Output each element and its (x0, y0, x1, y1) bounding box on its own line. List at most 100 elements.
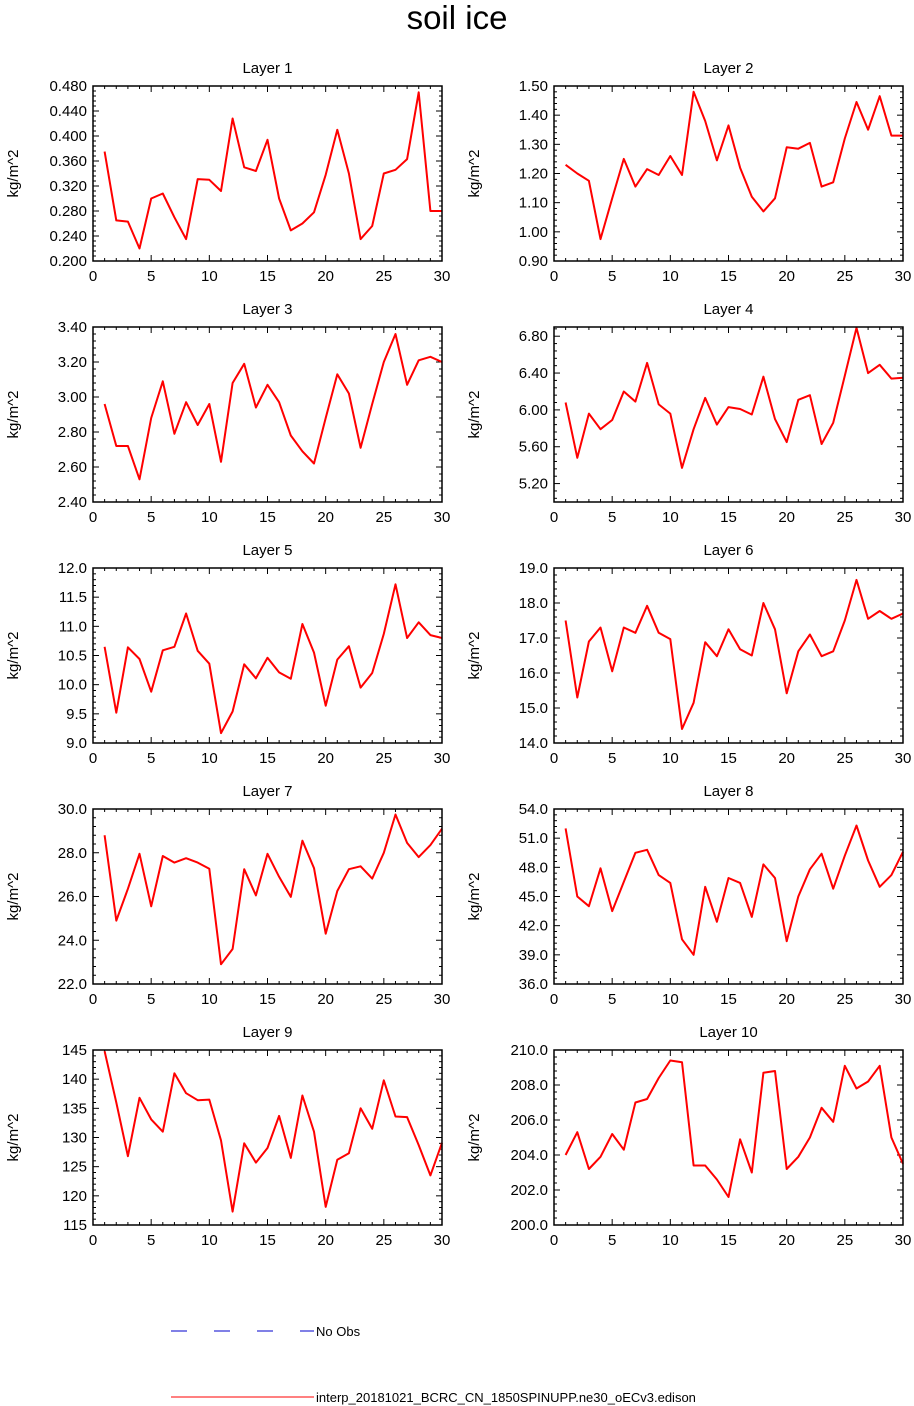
y-tick-label: 3.40 (58, 319, 87, 336)
y-tick-label: 0.320 (49, 178, 87, 195)
x-tick-label: 20 (317, 268, 334, 285)
x-tick-label: 10 (201, 991, 218, 1008)
y-tick-label: 45.0 (519, 889, 548, 906)
y-tick-label: 24.0 (58, 932, 87, 949)
y-tick-label: 202.0 (510, 1182, 548, 1199)
y-tick-label: 1.30 (519, 136, 548, 153)
y-axis-label: kg/m^2 (5, 632, 22, 680)
x-tick-label: 10 (201, 750, 218, 767)
x-tick-label: 0 (550, 991, 558, 1008)
y-tick-label: 36.0 (519, 976, 548, 993)
y-axis-label: kg/m^2 (5, 1114, 22, 1162)
x-tick-label: 20 (778, 509, 795, 526)
x-tick-label: 15 (720, 1232, 737, 1249)
y-tick-label: 0.440 (49, 103, 87, 120)
x-tick-label: 5 (608, 991, 616, 1008)
y-tick-label: 28.0 (58, 845, 87, 862)
x-tick-label: 30 (895, 268, 912, 285)
y-tick-label: 1.50 (519, 78, 548, 95)
x-tick-label: 0 (89, 509, 97, 526)
y-tick-label: 11.5 (59, 589, 87, 606)
y-tick-label: 5.60 (519, 439, 548, 456)
panel-title: Layer 5 (242, 542, 292, 559)
y-tick-label: 145 (62, 1042, 87, 1059)
panel-title: Layer 9 (242, 1024, 292, 1041)
y-tick-label: 19.0 (519, 560, 548, 577)
y-tick-label: 0.360 (49, 153, 87, 170)
chart-panel-2: Layer 2 kg/m^2 0 5 10 15 20 25 30 0.90 1.00 1.10 1.2… (466, 60, 911, 285)
x-tick-label: 5 (608, 750, 616, 767)
series-line (564, 824, 904, 956)
chart-panel-4: Layer 4 kg/m^2 0 5 10 15 20 25 30 5.20 5.60 6.00 6.4… (466, 301, 911, 526)
plot-frame (553, 326, 904, 503)
y-tick-label: 204.0 (510, 1147, 548, 1164)
x-tick-label: 30 (434, 509, 451, 526)
y-tick-label: 0.90 (519, 253, 548, 270)
legend: No Obs interp_20181021_BCRC_CN_1850SPINU… (171, 1324, 696, 1405)
y-tick-label: 11.0 (59, 618, 87, 635)
y-tick-label: 6.40 (519, 365, 548, 382)
plot-frame (553, 808, 904, 985)
x-tick-label: 0 (89, 1232, 97, 1249)
series-line (564, 1059, 904, 1198)
x-tick-label: 30 (895, 750, 912, 767)
x-tick-label: 30 (434, 1232, 451, 1249)
x-tick-label: 5 (147, 750, 155, 767)
y-axis-label: kg/m^2 (5, 391, 22, 439)
x-tick-label: 20 (778, 268, 795, 285)
y-tick-label: 115 (63, 1217, 87, 1234)
series-line (103, 583, 443, 735)
y-tick-label: 3.20 (58, 354, 87, 371)
x-tick-label: 25 (375, 991, 392, 1008)
x-tick-label: 25 (375, 268, 392, 285)
y-tick-label: 16.0 (519, 665, 548, 682)
plot-frame (92, 326, 443, 503)
x-tick-label: 15 (720, 268, 737, 285)
x-tick-label: 5 (608, 1232, 616, 1249)
y-tick-label: 5.20 (519, 476, 548, 493)
y-tick-label: 12.0 (58, 560, 87, 577)
plot-frame (553, 85, 904, 262)
x-tick-label: 0 (550, 268, 558, 285)
plot-frame (553, 567, 904, 744)
y-tick-label: 54.0 (519, 801, 548, 818)
panel-title: Layer 10 (699, 1024, 757, 1041)
panel-title: Layer 7 (242, 783, 292, 800)
plot-frame (92, 808, 443, 985)
y-tick-label: 39.0 (519, 947, 548, 964)
panel-title: Layer 3 (242, 301, 292, 318)
y-tick-label: 1.00 (519, 224, 548, 241)
y-tick-label: 206.0 (510, 1112, 548, 1129)
x-tick-label: 15 (259, 991, 276, 1008)
legend-obs-label: No Obs (316, 1324, 361, 1339)
y-tick-label: 18.0 (519, 595, 548, 612)
y-tick-label: 2.80 (58, 424, 87, 441)
y-tick-label: 2.60 (58, 459, 87, 476)
y-tick-label: 51.0 (519, 830, 548, 847)
x-tick-label: 30 (895, 509, 912, 526)
chart-panel-5: Layer 5 kg/m^2 0 5 10 15 20 25 30 9.0 9.5 10.0 10.5 1… (5, 542, 450, 767)
y-tick-label: 210.0 (510, 1042, 548, 1059)
y-tick-label: 10.5 (58, 648, 87, 665)
x-tick-label: 20 (317, 509, 334, 526)
main-title: soil ice (407, 0, 508, 36)
y-tick-label: 1.20 (519, 166, 548, 183)
x-tick-label: 0 (550, 750, 558, 767)
y-axis-label: kg/m^2 (466, 632, 483, 680)
y-tick-label: 14.0 (519, 735, 548, 752)
x-tick-label: 5 (608, 509, 616, 526)
y-tick-label: 9.0 (66, 735, 87, 752)
chart-panel-10: Layer 10 kg/m^2 0 5 10 15 20 25 30 200.0 202.0 204.… (466, 1024, 911, 1249)
y-tick-label: 2.40 (58, 494, 87, 511)
panel-title: Layer 4 (703, 301, 753, 318)
x-tick-label: 0 (550, 509, 558, 526)
x-tick-label: 25 (375, 750, 392, 767)
y-tick-label: 22.0 (58, 976, 87, 993)
x-tick-label: 10 (201, 1232, 218, 1249)
y-tick-label: 6.80 (519, 328, 548, 345)
x-tick-label: 10 (662, 991, 679, 1008)
x-tick-label: 20 (778, 991, 795, 1008)
x-tick-label: 15 (720, 509, 737, 526)
y-axis-label: kg/m^2 (466, 391, 483, 439)
